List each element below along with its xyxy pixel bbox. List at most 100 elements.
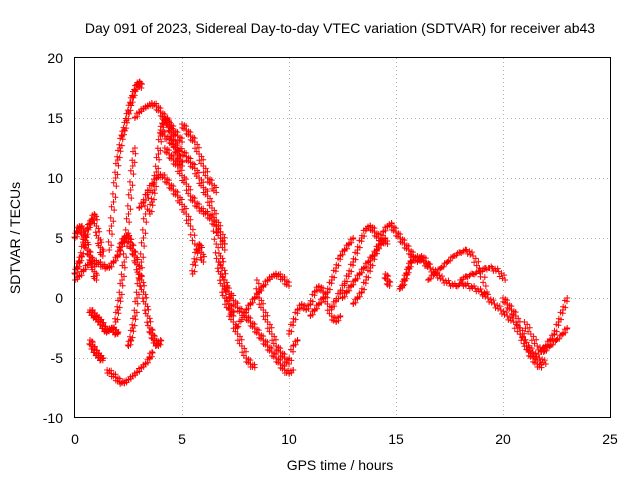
data-point	[439, 264, 446, 271]
data-point	[535, 346, 542, 353]
data-point	[505, 316, 512, 323]
data-point	[341, 278, 348, 285]
data-point	[149, 327, 156, 334]
data-point	[213, 229, 220, 236]
data-point	[200, 156, 207, 163]
data-point	[443, 279, 450, 286]
data-point	[116, 141, 123, 148]
data-point	[356, 270, 363, 277]
data-point	[337, 287, 344, 294]
data-point	[112, 194, 119, 201]
data-point	[216, 259, 223, 266]
data-point	[254, 291, 261, 298]
data-point	[216, 250, 223, 257]
data-point	[350, 235, 357, 241]
data-point	[564, 325, 571, 331]
data-point	[189, 226, 196, 233]
series-track-q	[189, 241, 208, 277]
data-point	[337, 313, 344, 319]
data-point	[213, 255, 220, 262]
data-point	[294, 306, 301, 313]
data-point	[475, 258, 482, 265]
data-point	[80, 226, 87, 233]
data-point	[553, 337, 560, 343]
data-point	[93, 277, 100, 283]
data-point	[114, 303, 121, 310]
data-point	[537, 358, 544, 365]
data-point	[141, 243, 148, 250]
y-tick-label: 0	[55, 290, 63, 306]
data-point	[116, 295, 123, 301]
data-point	[286, 355, 293, 362]
data-point	[482, 283, 489, 289]
data-point	[198, 153, 205, 160]
data-point	[131, 86, 138, 93]
data-point	[242, 348, 249, 355]
data-point	[215, 244, 222, 251]
data-point	[415, 256, 422, 263]
data-point	[354, 294, 361, 301]
data-point	[127, 206, 134, 213]
data-point	[122, 226, 129, 233]
data-point	[146, 207, 153, 214]
data-point	[191, 268, 198, 275]
data-point	[142, 360, 149, 367]
data-point	[131, 313, 138, 319]
data-point	[201, 253, 208, 260]
data-point	[140, 279, 147, 286]
data-point	[253, 277, 260, 283]
data-point	[189, 237, 196, 244]
data-point	[96, 228, 103, 235]
data-point	[138, 239, 145, 246]
data-point	[109, 190, 116, 197]
data-point	[146, 354, 153, 361]
x-axis-label: GPS time / hours	[287, 457, 394, 473]
data-point	[447, 283, 454, 290]
data-point	[92, 229, 99, 236]
data-point	[303, 306, 310, 313]
data-point	[213, 189, 220, 196]
data-point	[480, 279, 487, 286]
data-point	[138, 85, 145, 91]
data-point	[492, 267, 499, 274]
data-point	[486, 298, 493, 305]
data-point	[560, 330, 567, 337]
data-point	[149, 180, 156, 187]
data-point	[89, 255, 96, 262]
plot-frame	[74, 57, 611, 418]
data-point	[481, 274, 488, 281]
data-point	[110, 179, 117, 186]
y-tick-label: -10	[43, 410, 63, 426]
data-point	[185, 213, 192, 220]
data-point	[130, 242, 137, 249]
data-point	[127, 187, 134, 193]
data-point	[134, 280, 141, 287]
data-point	[117, 280, 124, 287]
series-track-ak	[538, 295, 571, 355]
data-point	[207, 195, 214, 202]
data-point	[200, 259, 207, 265]
data-point	[264, 312, 271, 319]
data-point	[132, 114, 139, 121]
series-track-ah	[478, 289, 549, 367]
series-track-w	[286, 283, 344, 337]
data-point	[385, 273, 392, 280]
data-point	[141, 307, 148, 314]
data-point	[339, 294, 346, 301]
data-point	[213, 241, 220, 247]
data-point	[236, 333, 243, 340]
data-point	[239, 314, 246, 321]
data-point	[126, 244, 133, 251]
data-point	[119, 262, 126, 269]
data-point	[507, 317, 514, 324]
data-point	[136, 262, 143, 269]
data-point	[131, 322, 138, 329]
data-point	[538, 348, 545, 355]
data-point	[445, 258, 452, 265]
data-point	[471, 259, 478, 266]
y-axis-label: SDTVAR / TECUs	[7, 182, 23, 294]
y-tick-labels: -10 -5 0 5 10 15 20	[43, 50, 63, 426]
data-point	[361, 264, 368, 271]
data-point	[477, 273, 484, 280]
data-point	[138, 259, 145, 265]
